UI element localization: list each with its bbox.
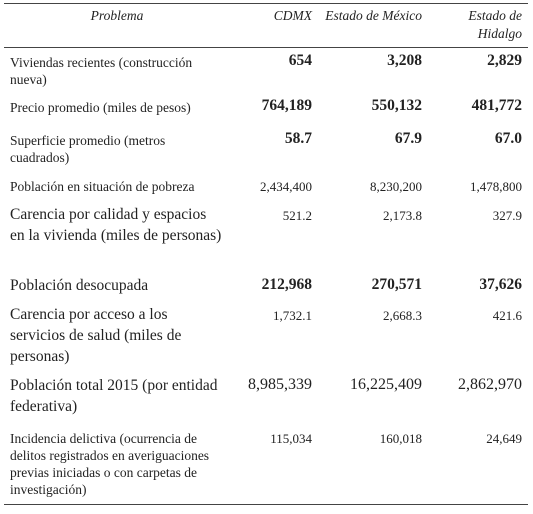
column-header: CDMX xyxy=(273,8,312,23)
cell-value: 16,225,409 xyxy=(350,376,422,393)
cell-value: 212,968 xyxy=(261,276,312,293)
cell-value: 270,571 xyxy=(371,276,422,293)
cell-value: 2,173.8 xyxy=(383,208,422,223)
cell-value: 58.7 xyxy=(284,130,312,147)
cell-value: 24,649 xyxy=(486,431,522,446)
cell-value: 421.6 xyxy=(492,308,522,323)
cell-value: 1,732.1 xyxy=(273,308,312,323)
cell-value: 2,668.3 xyxy=(383,308,422,323)
row-label: Viviendas recientes (construcción nueva) xyxy=(10,55,193,87)
column-header: Estado de Hidalgo xyxy=(468,8,522,41)
row-label: Población desocupada xyxy=(10,277,149,294)
column-header: Problema xyxy=(90,8,144,23)
cell-value: 521.2 xyxy=(282,208,312,223)
cell-value: 327.9 xyxy=(492,208,522,223)
cell-value: 1,478,800 xyxy=(470,179,522,194)
row-label: Carencia por acceso a los servicios de s… xyxy=(10,306,182,365)
row-label: Población total 2015 (por entidad federa… xyxy=(10,377,218,415)
table-row: Población en situación de pobreza 2,434,4… xyxy=(4,172,528,201)
cell-value: 160,018 xyxy=(379,431,422,446)
table-body: Viviendas recientes (construcción nueva)… xyxy=(4,48,528,504)
row-label: Carencia por calidad y espacios en la vi… xyxy=(10,206,222,244)
cell-value: 550,132 xyxy=(371,97,422,114)
table-row: Incidencia delictiva (ocurrencia de deli… xyxy=(4,424,528,504)
column-header: Estado de México xyxy=(325,8,422,23)
cell-value: 2,862,970 xyxy=(458,376,522,393)
cell-value: 481,772 xyxy=(471,97,522,114)
table-header: Problema CDMX Estado de México Estado de Hi… xyxy=(4,3,528,48)
cell-value: 2,434,400 xyxy=(260,179,312,194)
cell-value: 764,189 xyxy=(261,97,312,114)
row-label: Precio promedio (miles de pesos) xyxy=(10,100,191,115)
table-row: Carencia por calidad y espacios en la vi… xyxy=(4,201,528,272)
cell-value: 37,626 xyxy=(479,276,522,293)
row-label: Superficie promedio (metros cuadrados) xyxy=(10,133,166,165)
cell-value: 654 xyxy=(288,52,312,69)
cell-value: 8,985,339 xyxy=(248,376,312,393)
table-row: Población desocupada 212,968 270,571 37,626 xyxy=(4,272,528,301)
cell-value: 2,829 xyxy=(487,52,522,69)
row-label: Incidencia delictiva (ocurrencia de deli… xyxy=(10,431,210,497)
data-table: Problema CDMX Estado de México Estado de Hi… xyxy=(4,3,528,505)
table-row: Población total 2015 (por entidad federa… xyxy=(4,372,528,424)
cell-value: 3,208 xyxy=(387,52,422,69)
cell-value: 67.0 xyxy=(494,130,522,147)
row-label: Población en situación de pobreza xyxy=(10,179,195,194)
table-row: Carencia por acceso a los servicios de s… xyxy=(4,301,528,372)
table-row: Precio promedio (miles de pesos) 764,189 5… xyxy=(4,93,528,126)
table-row: Viviendas recientes (construcción nueva)… xyxy=(4,48,528,94)
cell-value: 67.9 xyxy=(394,130,422,147)
cell-value: 8,230,200 xyxy=(370,179,422,194)
cell-value: 115,034 xyxy=(270,431,312,446)
table-row: Superficie promedio (metros cuadrados) 58… xyxy=(4,126,528,172)
header-row: Problema CDMX Estado de México Estado de Hi… xyxy=(4,3,528,48)
